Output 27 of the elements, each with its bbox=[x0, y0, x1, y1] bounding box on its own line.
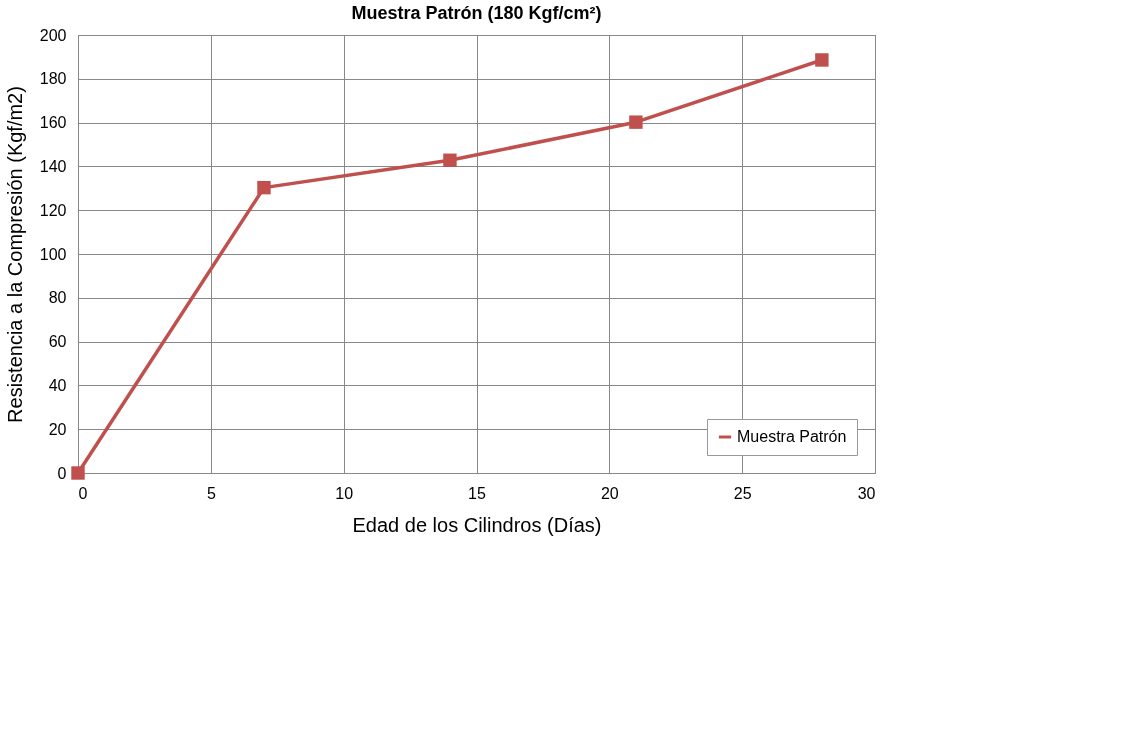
y-tick-label: 120 bbox=[39, 201, 67, 219]
y-tick-label: 0 bbox=[57, 464, 67, 482]
point bbox=[71, 466, 85, 480]
point bbox=[815, 53, 829, 67]
point bbox=[629, 115, 643, 129]
x-tick-label: 20 bbox=[600, 484, 619, 502]
y-tick-label: 180 bbox=[39, 70, 67, 88]
x-tick-label: 30 bbox=[857, 484, 876, 502]
y-axis-title: Resistencia a la Compresión (Kgf/m2) bbox=[3, 86, 26, 423]
legend-label: Muestra Patrón bbox=[737, 428, 847, 445]
y-tick-label: 20 bbox=[48, 420, 67, 438]
point bbox=[443, 153, 457, 167]
x-tick-label: 25 bbox=[733, 484, 752, 502]
chart-title: Muestra Patrón (180 Kgf/cm²) bbox=[351, 3, 602, 23]
point bbox=[257, 180, 271, 195]
y-tick-label: 140 bbox=[39, 157, 67, 175]
x-tick-label: 0 bbox=[78, 484, 88, 502]
y-tick-label: 160 bbox=[39, 114, 67, 132]
y-tick-label: 40 bbox=[48, 376, 67, 394]
x-axis-title: Edad de los Cilindros (Días) bbox=[352, 513, 602, 536]
x-tick-label: 15 bbox=[468, 484, 486, 502]
y-tick-label: 200 bbox=[39, 26, 67, 44]
y-tick-label: 100 bbox=[39, 245, 67, 263]
y-tick-label: 60 bbox=[48, 333, 67, 351]
x-tick-label: 10 bbox=[335, 484, 354, 502]
y-tick-label: 80 bbox=[48, 289, 67, 307]
x-tick-label: 5 bbox=[206, 484, 216, 502]
